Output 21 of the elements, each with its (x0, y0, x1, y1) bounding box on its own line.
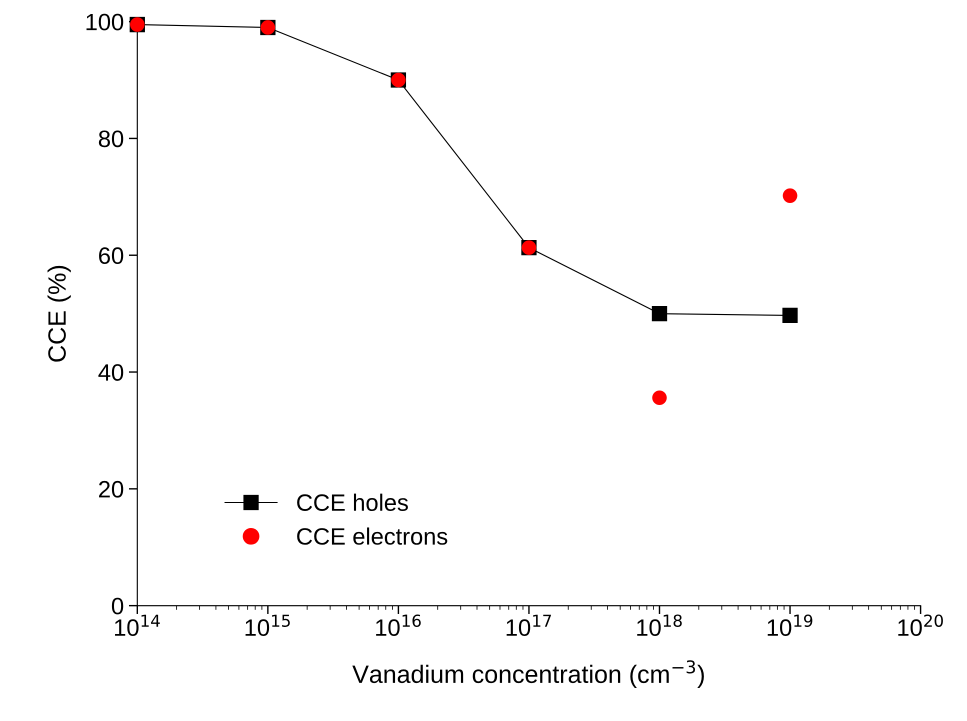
x-tick-label: 10$^{17}$ (506, 614, 551, 636)
legend-label: CCE holes (297, 494, 408, 511)
y-tick-label: 80 (98, 130, 124, 148)
x-tick-label: 10$^{15}$ (246, 614, 290, 636)
y-tick-label: 0 (112, 598, 124, 614)
x-tick-label: 10$^{14}$ (115, 614, 160, 636)
x-tick-label: 10$^{16}$ (376, 614, 421, 636)
x-tick-label: 10$^{18}$ (637, 614, 682, 636)
point (782, 308, 798, 324)
point (782, 188, 798, 203)
y-tick-label: 100 (86, 14, 124, 30)
y-tick-label: 20 (99, 480, 124, 498)
y-axis-title: CCE (%) (48, 266, 71, 362)
x-tick-label: 10$^{20}$ (898, 614, 943, 636)
point (652, 390, 667, 406)
y-tick-label: 60 (99, 247, 124, 264)
y-tick-label: 40 (98, 364, 124, 381)
point (652, 306, 668, 322)
legend-label: CCE electrons (297, 527, 448, 545)
x-axis-title: Vanadium concentration (cm$^{−3}$) (352, 660, 704, 688)
x-tick-label: 10$^{19}$ (768, 614, 812, 636)
